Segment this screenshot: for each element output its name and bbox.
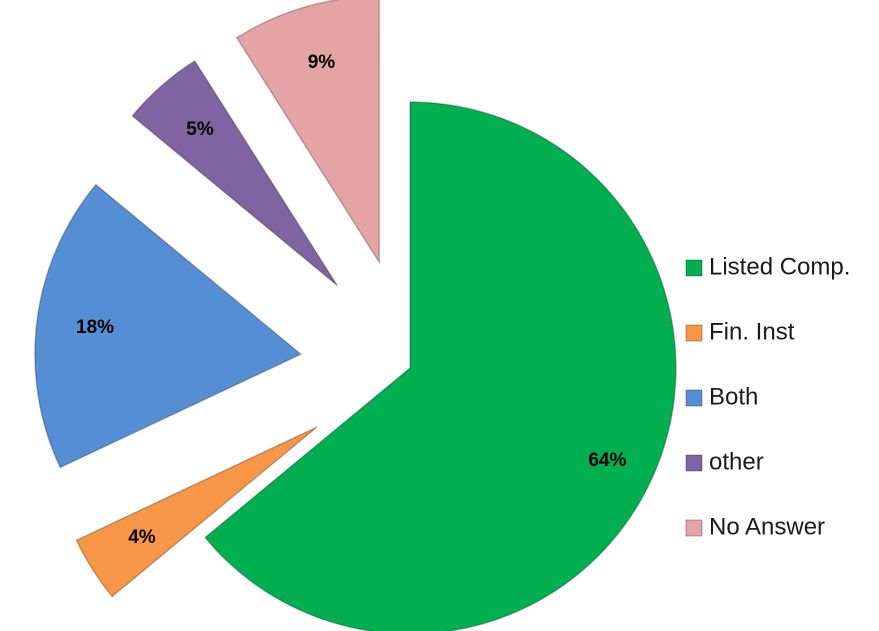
legend-label: Listed Comp.: [709, 253, 850, 280]
legend-swatch: [685, 454, 703, 472]
pie-slice: [34, 183, 303, 469]
pie-slice: [203, 101, 677, 631]
data-label: 5%: [186, 119, 214, 140]
legend-swatch: [685, 389, 703, 407]
data-label: 64%: [588, 450, 626, 471]
data-label: 4%: [128, 527, 156, 548]
legend-swatch: [685, 324, 703, 342]
data-label: 18%: [76, 317, 114, 338]
legend-label: Both: [709, 383, 758, 410]
legend-label: Fin. Inst: [709, 318, 795, 345]
legend-label: No Answer: [709, 513, 825, 540]
legend-swatch: [685, 259, 703, 277]
pie-slice: [75, 426, 318, 598]
legend-swatch: [685, 519, 703, 537]
legend-label: other: [709, 448, 764, 475]
pie-slice: [235, 0, 381, 265]
pie-slice: [131, 59, 338, 287]
data-label: 9%: [308, 52, 336, 73]
